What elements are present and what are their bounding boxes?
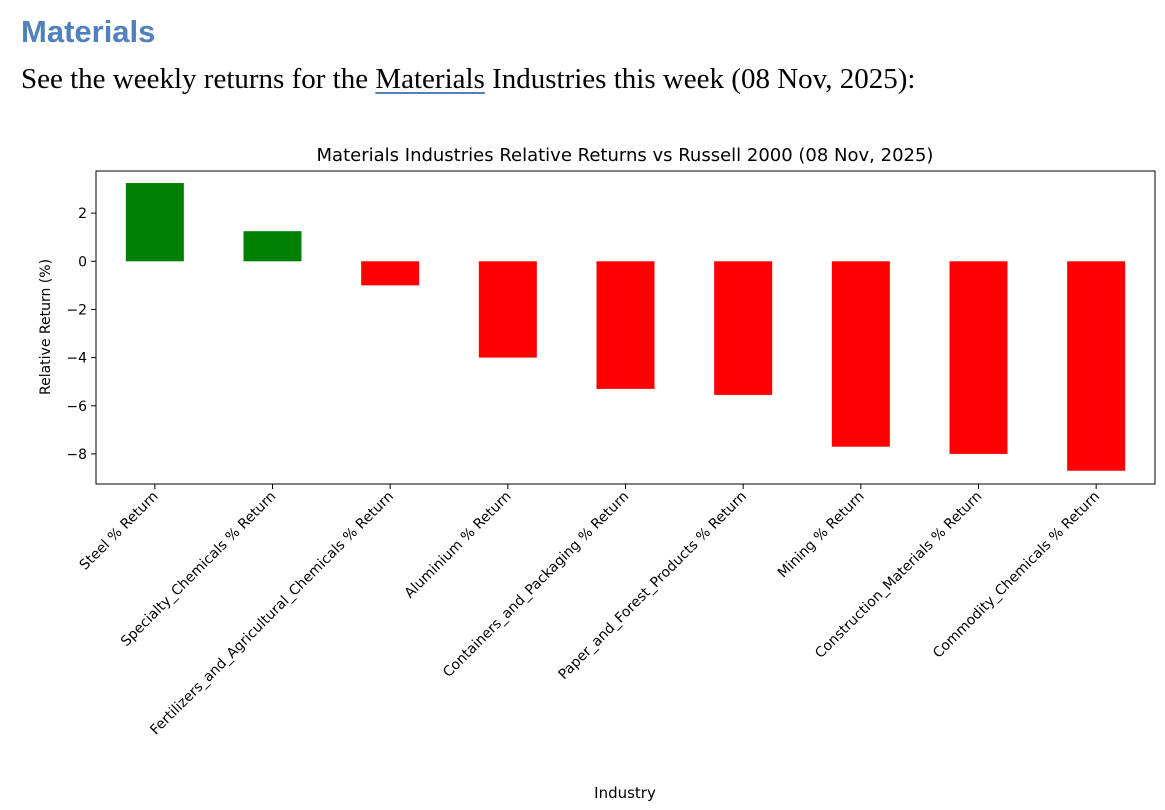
- y-tick-label: −6: [66, 399, 87, 415]
- intro-suffix: Industries this week (08 Nov, 2025):: [484, 63, 916, 95]
- x-tick-label: Mining % Return: [775, 489, 868, 582]
- bar: [243, 231, 302, 262]
- bar: [361, 261, 420, 286]
- intro-prefix: See the weekly returns for the: [21, 63, 376, 95]
- bar: [1067, 261, 1126, 471]
- y-tick-label: 2: [78, 206, 87, 222]
- x-tick-label: Aluminium % Return: [402, 489, 515, 602]
- bar: [714, 261, 773, 395]
- x-tick-label: Paper_and_Forest_Products % Return: [555, 489, 749, 683]
- y-tick-label: −4: [66, 351, 87, 367]
- chart-title: Materials Industries Relative Returns vs…: [317, 145, 934, 166]
- y-tick-label: 0: [78, 254, 87, 270]
- bar: [831, 261, 890, 447]
- y-axis-label: Relative Return (%): [38, 259, 54, 395]
- bar: [949, 261, 1008, 454]
- bar: [125, 183, 184, 262]
- x-tick-label: Containers_and_Packaging % Return: [440, 489, 632, 681]
- x-tick-label: Steel % Return: [77, 489, 162, 574]
- section-heading: Materials: [21, 14, 156, 49]
- y-tick-label: −8: [66, 447, 87, 463]
- x-axis-label: Industry: [594, 784, 656, 802]
- intro-text: See the weekly returns for the Materials…: [21, 63, 915, 96]
- x-tick-label: Fertilizers_and_Agricultural_Chemicals %…: [147, 489, 397, 739]
- bar: [478, 261, 537, 358]
- bar: [596, 261, 655, 389]
- plot-frame: [95, 170, 1156, 485]
- materials-link[interactable]: Materials: [375, 63, 485, 95]
- y-tick-label: −2: [66, 302, 87, 318]
